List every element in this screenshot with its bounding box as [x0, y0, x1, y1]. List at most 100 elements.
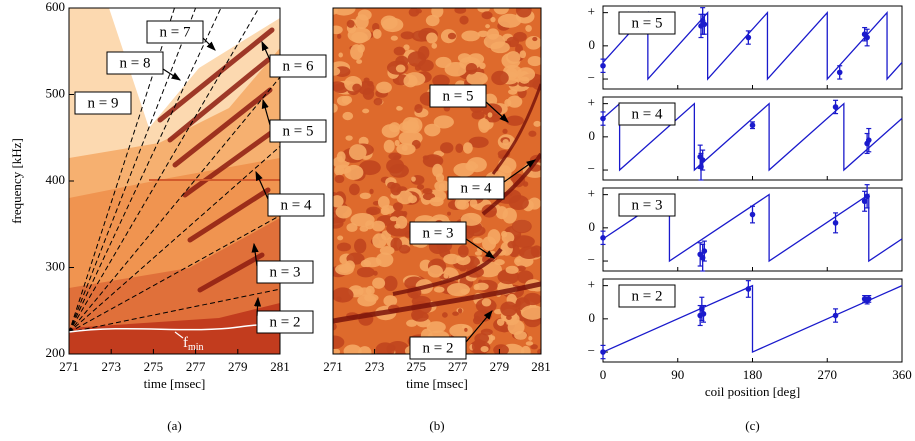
texture	[457, 308, 463, 314]
y-tick-label: 0	[589, 310, 596, 325]
x-axis-label: time [msec]	[144, 376, 206, 391]
texture	[502, 138, 509, 146]
texture	[459, 15, 469, 25]
texture	[426, 321, 446, 333]
mode-streak	[197, 252, 265, 293]
texture	[381, 17, 404, 33]
texture	[506, 51, 521, 64]
texture	[395, 55, 409, 67]
texture	[372, 233, 387, 249]
texture	[432, 74, 450, 88]
texture	[406, 117, 423, 134]
texture	[506, 314, 512, 320]
texture	[375, 342, 395, 354]
plot-frame	[68, 7, 281, 355]
texture	[537, 348, 541, 354]
data-point	[701, 248, 708, 254]
texture	[456, 199, 470, 210]
mode-streak	[187, 187, 271, 243]
label-box	[269, 54, 327, 78]
region	[69, 303, 280, 354]
mode-line	[69, 288, 280, 333]
label-box	[267, 193, 325, 217]
texture	[337, 33, 342, 39]
texture	[359, 225, 369, 232]
mode-streak	[172, 87, 273, 168]
texture	[367, 80, 374, 87]
y-tick-label: −	[588, 343, 595, 358]
label-box	[409, 336, 467, 360]
texture	[333, 8, 356, 16]
texture	[493, 8, 510, 15]
y-tick-label: 0	[589, 128, 596, 143]
phase-panel: −0+n = 5−0+n = 4−0+n = 3−0+0 90 180 270 360n…	[588, 4, 912, 433]
texture	[435, 56, 452, 68]
data-point	[836, 69, 843, 76]
label-box	[447, 176, 505, 200]
subplot: − 0 + n = 4	[588, 95, 903, 181]
texture	[333, 103, 338, 113]
texture	[472, 316, 482, 325]
texture	[337, 235, 344, 241]
annotation: n = 4	[632, 106, 663, 122]
texture	[485, 24, 490, 29]
y-tick-label: 600	[46, 0, 66, 14]
y-tick-label: +	[588, 186, 595, 201]
caption: (a)	[167, 418, 181, 433]
texture	[519, 76, 530, 84]
region	[69, 8, 280, 128]
texture	[341, 95, 353, 105]
data-point	[865, 296, 872, 302]
texture	[532, 36, 538, 42]
texture	[335, 205, 352, 219]
texture	[461, 30, 480, 42]
texture	[359, 192, 371, 200]
texture	[467, 53, 485, 65]
texture	[496, 318, 505, 326]
x-tick-label: 270	[818, 367, 838, 382]
texture	[476, 247, 484, 252]
texture	[447, 283, 470, 297]
data-point	[600, 115, 606, 122]
texture	[472, 237, 483, 244]
texture	[490, 16, 496, 23]
data-point	[701, 21, 708, 28]
texture	[411, 311, 429, 322]
texture	[515, 8, 532, 18]
texture	[333, 25, 343, 35]
data-point	[699, 157, 706, 163]
texture	[366, 206, 381, 216]
texture	[414, 65, 421, 71]
texture	[474, 163, 479, 169]
texture	[519, 50, 527, 59]
texture	[383, 275, 398, 292]
texture	[504, 99, 512, 107]
spectrogram-panel: 271 273 275 277 279 281 time [msec] (b) n = 2 n =…	[323, 7, 551, 433]
texture	[527, 55, 541, 67]
texture	[371, 220, 386, 232]
data-point	[865, 137, 872, 143]
x-tick-label: 277	[186, 359, 206, 374]
subplot: − 0 + n = 3	[588, 184, 903, 272]
texture	[433, 286, 445, 293]
annotation: n = 7	[160, 24, 191, 40]
y-tick-label: −	[588, 252, 595, 267]
texture	[369, 188, 374, 194]
texture	[345, 135, 353, 141]
texture	[513, 31, 527, 42]
caption: (b)	[429, 418, 444, 433]
arrow	[251, 242, 259, 267]
texture	[507, 95, 523, 108]
texture	[334, 174, 345, 184]
data-point	[864, 34, 870, 41]
label-box	[256, 260, 314, 284]
texture	[344, 260, 355, 272]
y-tick-label: 200	[46, 345, 66, 360]
arrow	[261, 98, 271, 126]
mode-line	[69, 146, 280, 333]
data-point	[700, 311, 707, 317]
texture	[482, 103, 503, 117]
x-tick-label: 271	[323, 359, 343, 374]
y-tick-label: 0	[589, 219, 596, 234]
texture	[349, 183, 360, 196]
